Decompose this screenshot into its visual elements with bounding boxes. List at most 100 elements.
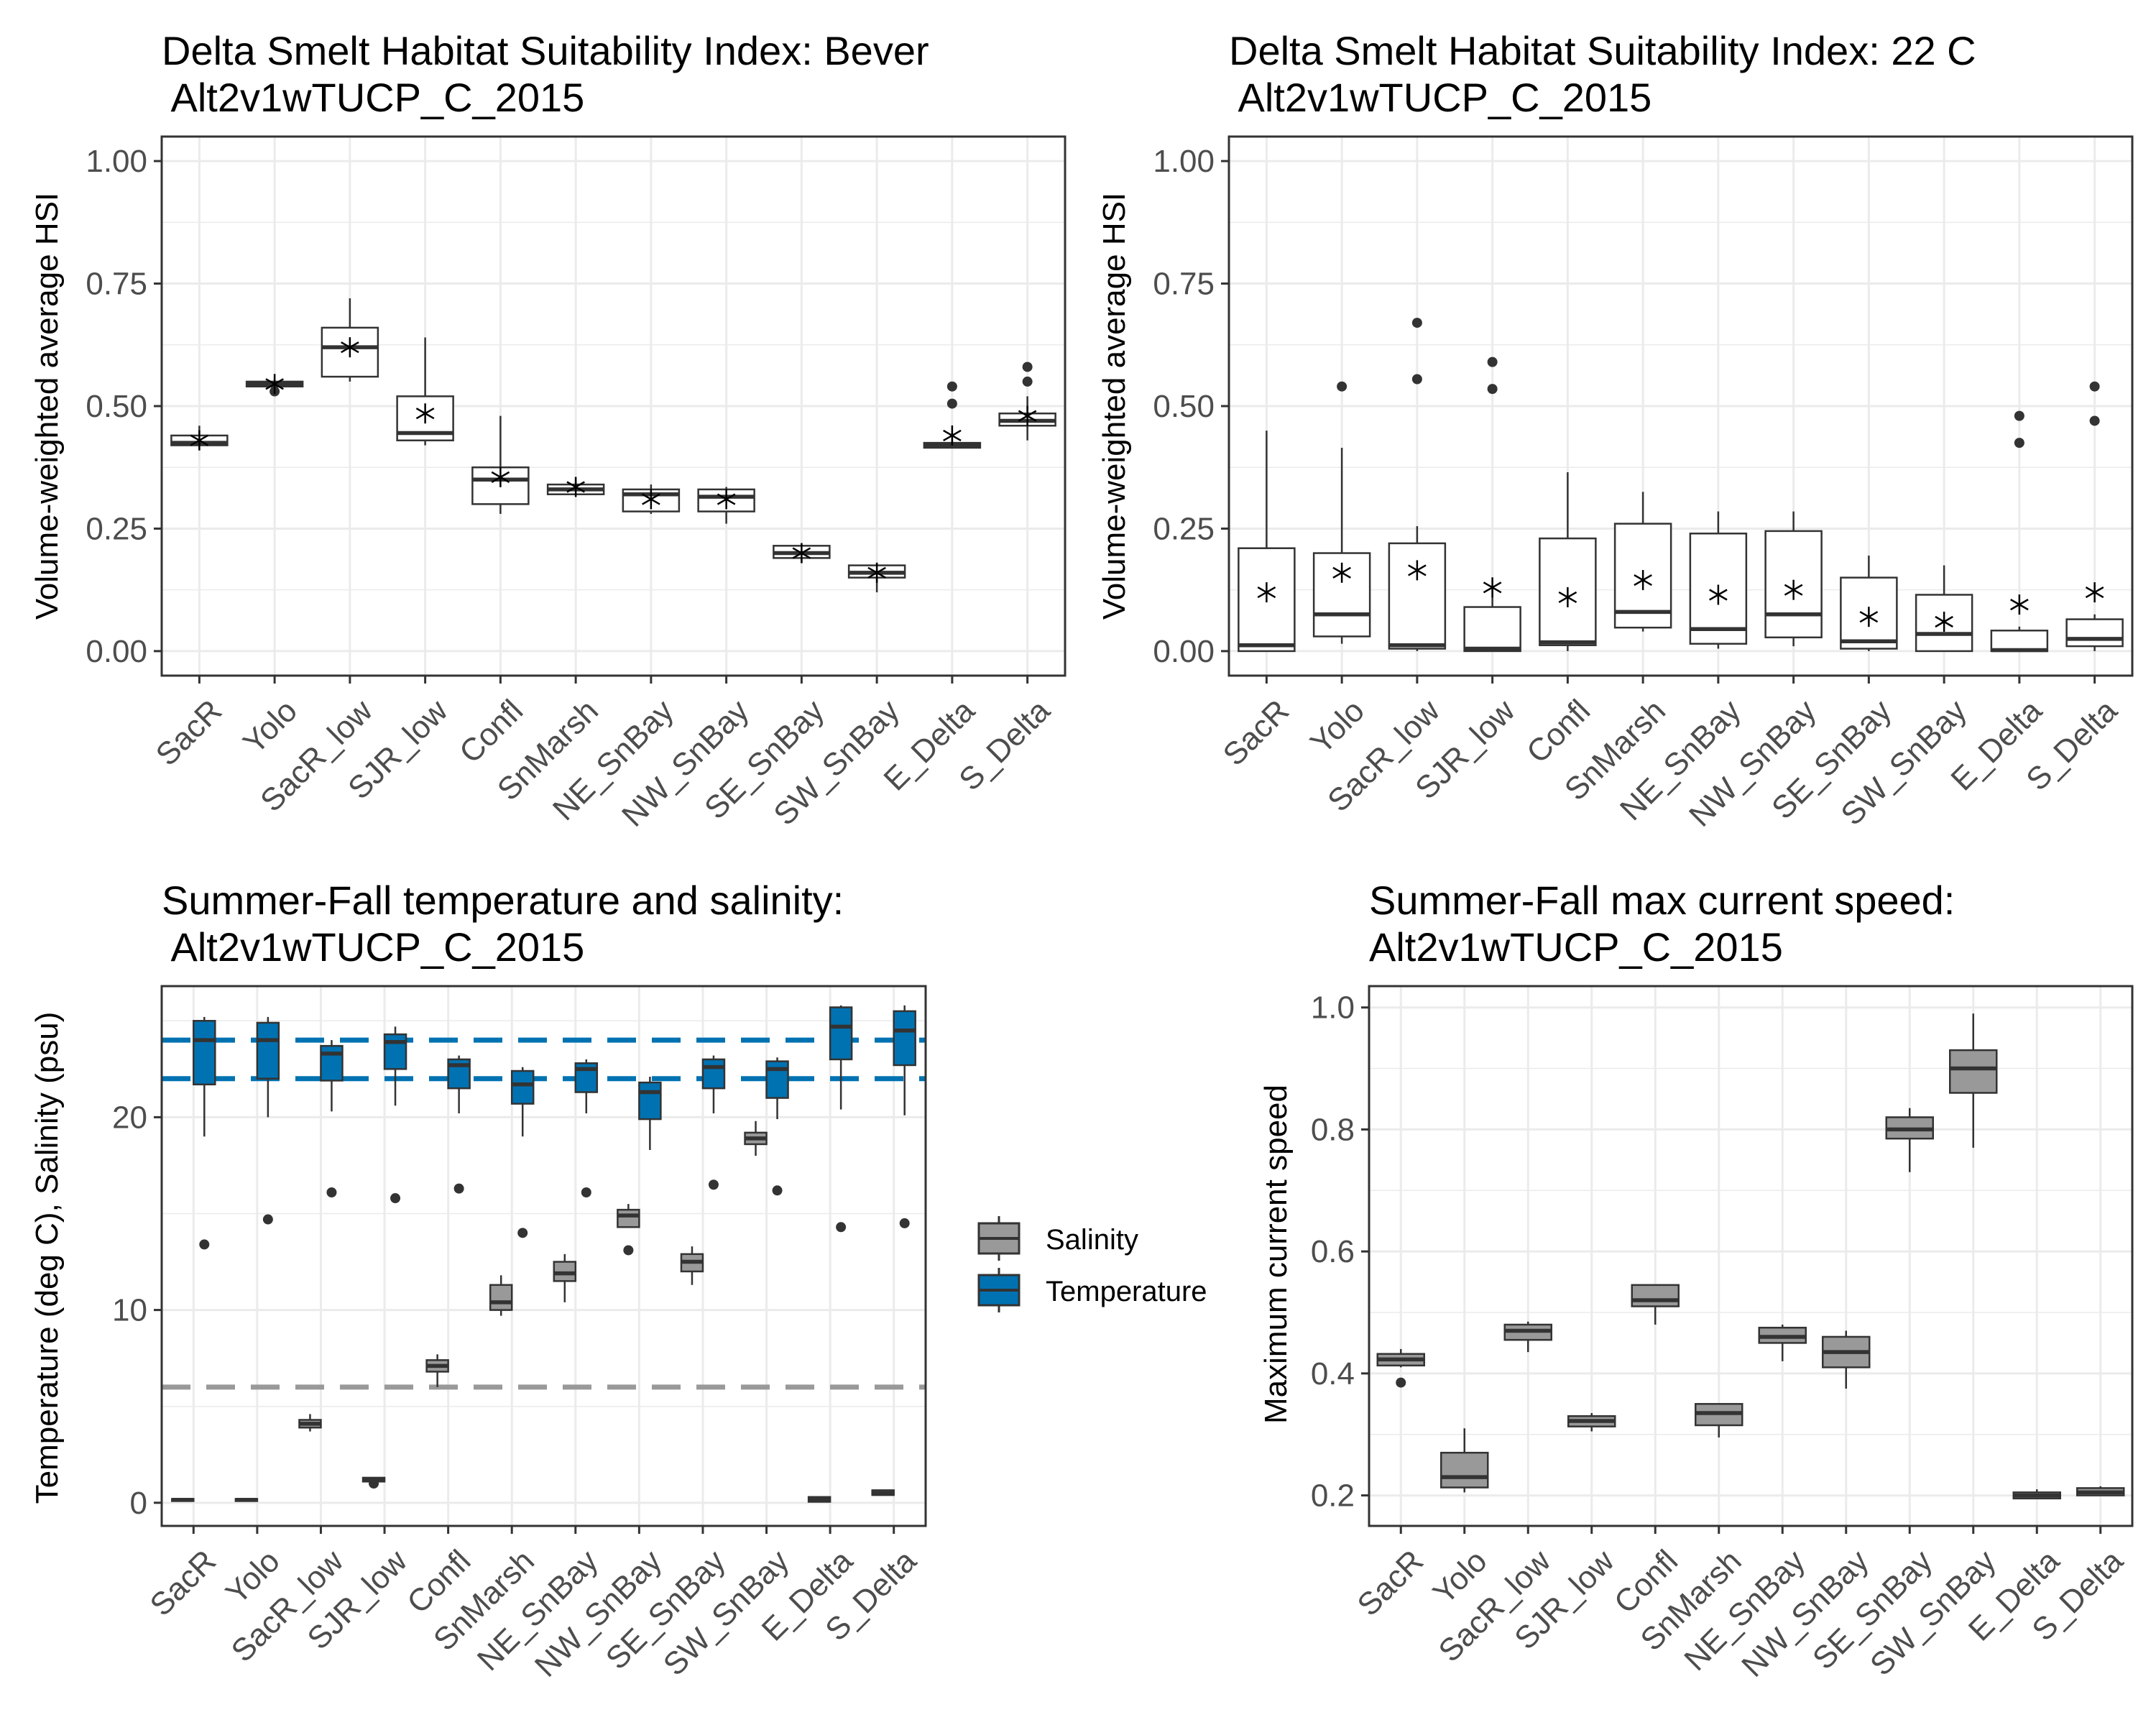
box-series-Confl	[1539, 472, 1597, 651]
box-mean-marker	[642, 489, 660, 510]
mean-marker-stroke	[1634, 574, 1652, 586]
box-temperature-SW_SnBay	[765, 1057, 789, 1196]
box-mean-marker	[1709, 584, 1728, 605]
box-mean-marker	[2010, 594, 2029, 615]
box-mean-marker	[943, 425, 962, 446]
box-series-SJR_low	[1567, 1413, 1616, 1432]
box-temperature-SnMarsh	[510, 1067, 535, 1238]
y-tick-label: 0.25	[1153, 511, 1215, 546]
mean-marker-stroke	[190, 434, 209, 446]
mean-marker-stroke	[1784, 584, 1803, 596]
box-salinity-S_Delta	[871, 1489, 895, 1496]
panel-hsi-22c-subtitle: Alt2v1wTUCP_C_2015	[1229, 75, 1651, 120]
box-series-Confl	[1631, 1284, 1680, 1325]
plot-current-speed: 0.20.40.60.81.0SacRYoloSacR_lowSJR_lowCo…	[1311, 985, 2134, 1684]
box-mean-marker	[1408, 560, 1427, 581]
mean-marker-stroke	[1332, 566, 1351, 579]
box-series-NE_SnBay	[1758, 1324, 1807, 1361]
box-outlier	[390, 1193, 401, 1204]
plot-temp-salinity: 01020SacRYoloSacR_lowSJR_lowConflSnMarsh…	[112, 985, 927, 1684]
mean-marker-stroke	[2010, 599, 2029, 611]
box-series-SacR_low	[321, 298, 379, 382]
mean-marker-stroke	[792, 547, 811, 559]
y-tick-label: 1.00	[1153, 144, 1215, 179]
box-series-SE_SnBay	[1840, 555, 1898, 651]
y-tick-label: 0.25	[86, 511, 147, 546]
box-temperature-SacR	[193, 1016, 216, 1250]
mean-marker-stroke	[1935, 615, 1953, 628]
box-temperature-SacR_low	[320, 1040, 344, 1197]
box-series-NW_SnBay	[697, 487, 755, 524]
box-temperature-E_Delta	[829, 1005, 853, 1233]
box-mean-marker	[1483, 577, 1502, 598]
box-series-SW_SnBay	[847, 562, 906, 593]
box-salinity-SnMarsh	[489, 1275, 513, 1316]
y-tick-label: 0.6	[1311, 1234, 1355, 1269]
box-series-NE_SnBay	[622, 484, 681, 514]
box-mean-marker	[1935, 612, 1953, 632]
mean-marker-stroke	[1018, 410, 1037, 422]
panel-temp-salinity-subtitle: Alt2v1wTUCP_C_2015	[162, 924, 584, 970]
box-series-SacR_low	[1388, 318, 1447, 651]
box-mean-marker	[792, 543, 811, 564]
y-tick-label: 10	[112, 1293, 147, 1328]
box-temperature-Confl	[447, 1055, 471, 1194]
panel-hsi-bever-title: Delta Smelt Habitat Suitability Index: B…	[162, 28, 929, 73]
box-mean-marker	[1634, 570, 1652, 591]
y-tick-label: 0.8	[1311, 1112, 1355, 1147]
box-body	[1990, 630, 2049, 653]
box-outlier	[199, 1239, 210, 1250]
box-mean-marker	[1018, 405, 1037, 426]
mean-marker-stroke	[1558, 591, 1577, 603]
box-outlier	[1411, 374, 1422, 385]
mean-marker-stroke	[491, 471, 510, 483]
y-tick-label: 0.50	[1153, 389, 1215, 424]
y-tick-label: 0.2	[1311, 1478, 1355, 1514]
box-temperature-SJR_low	[383, 1026, 407, 1204]
panel-current-speed-subtitle: Alt2v1wTUCP_C_2015	[1369, 924, 1783, 970]
box-series-S_Delta	[2076, 1486, 2125, 1496]
box-series-S_Delta	[998, 362, 1056, 441]
box-temperature-NW_SnBay	[638, 1077, 662, 1150]
box-body	[510, 1070, 535, 1105]
box-outlier	[623, 1245, 634, 1256]
box-outlier	[1337, 381, 1348, 392]
box-mean-marker	[566, 477, 585, 497]
box-outlier	[899, 1218, 910, 1228]
box-series-E_Delta	[1990, 410, 2049, 653]
mean-marker-stroke	[2085, 586, 2104, 599]
box-mean-marker	[491, 466, 510, 487]
box-series-SnMarsh	[1613, 492, 1672, 632]
y-tick-label: 1.0	[1311, 990, 1355, 1026]
mean-marker-stroke	[717, 493, 736, 505]
box-series-NE_SnBay	[1689, 511, 1748, 649]
box-salinity-SacR	[171, 1498, 195, 1502]
box-salinity-SW_SnBay	[744, 1121, 768, 1156]
box-outlier	[2014, 410, 2024, 421]
box-outlier	[2089, 415, 2100, 426]
box-outlier	[1487, 356, 1498, 367]
box-body	[256, 1021, 280, 1080]
mean-marker-stroke	[566, 481, 585, 493]
box-series-SW_SnBay	[1915, 565, 1973, 653]
box-body	[1949, 1049, 1998, 1094]
box-series-S_Delta	[2065, 381, 2124, 651]
box-series-SacR	[1238, 431, 1296, 653]
box-mean-marker	[415, 403, 435, 424]
box-temperature-Yolo	[256, 1016, 280, 1225]
box-salinity-SJR_low	[361, 1476, 386, 1489]
y-tick-label: 20	[112, 1100, 147, 1135]
y-tick-label: 0.00	[1153, 634, 1215, 669]
box-salinity-Yolo	[234, 1498, 259, 1502]
mean-marker-stroke	[1859, 611, 1879, 623]
box-mean-marker	[1257, 582, 1276, 603]
panel-hsi-bever-subtitle: Alt2v1wTUCP_C_2015	[162, 75, 584, 120]
box-mean-marker	[1784, 579, 1803, 600]
mean-marker-stroke	[341, 341, 359, 354]
legend: Salinity Temperature	[977, 1216, 1207, 1312]
box-body	[701, 1058, 726, 1090]
box-mean-marker	[867, 562, 886, 583]
panel-current-speed-ylabel: Maximum current speed	[1258, 1085, 1294, 1424]
box-salinity-NE_SnBay	[553, 1254, 577, 1302]
box-body	[638, 1081, 662, 1121]
